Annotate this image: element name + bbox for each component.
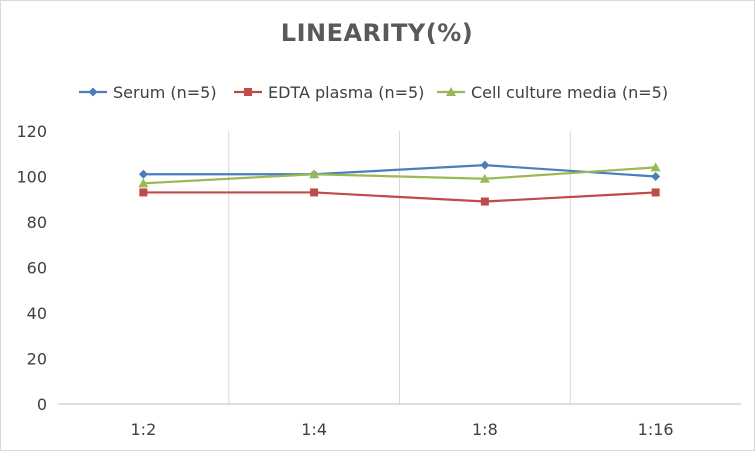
series-1: [138, 160, 661, 181]
x-tick-label: 1:16: [638, 420, 674, 439]
y-tick-label: 80: [27, 213, 47, 232]
legend-label: Cell culture media (n=5): [471, 83, 668, 102]
data-point: [651, 172, 661, 181]
plot-area: [138, 160, 661, 206]
data-point: [479, 173, 490, 183]
y-tick-label: 120: [16, 122, 47, 141]
series-line: [143, 164, 656, 178]
x-tick-label: 1:2: [131, 420, 157, 439]
data-point: [480, 197, 489, 206]
data-point: [480, 160, 490, 170]
y-tick-label: 60: [27, 259, 47, 278]
chart-title: LINEARITY(%): [281, 19, 473, 47]
data-point: [309, 169, 320, 179]
legend-marker: [446, 87, 456, 96]
data-point: [310, 188, 319, 197]
series-line: [143, 191, 656, 203]
legend-marker: [244, 88, 252, 96]
gridlines: [228, 131, 571, 404]
x-tick-label: 1:8: [472, 420, 498, 439]
data-point: [139, 188, 148, 197]
legend-label: EDTA plasma (n=5): [268, 83, 424, 102]
y-tick-label: 0: [37, 395, 47, 414]
y-tick-label: 100: [16, 168, 47, 187]
y-tick-label: 40: [27, 304, 47, 323]
series-2: [139, 188, 660, 206]
data-point: [651, 188, 660, 197]
legend-item: Serum (n=5): [79, 83, 217, 102]
y-axis: 0 20 40 60 80 100 120: [16, 122, 47, 414]
y-tick-label: 20: [27, 350, 47, 369]
series-3: [138, 162, 661, 188]
legend-label: Serum (n=5): [113, 83, 217, 102]
data-point: [138, 169, 148, 179]
data-point: [138, 178, 149, 188]
legend: Serum (n=5) EDTA plasma (n=5) Cell culture…: [79, 83, 668, 102]
x-tick-label: 1:4: [301, 420, 327, 439]
legend-item: Cell culture media (n=5): [437, 83, 668, 102]
legend-item: EDTA plasma (n=5): [234, 83, 424, 102]
series-line: [143, 166, 656, 185]
x-axis: 1:2 1:4 1:8 1:16: [58, 403, 741, 439]
data-point: [650, 162, 661, 172]
legend-marker: [88, 87, 98, 97]
